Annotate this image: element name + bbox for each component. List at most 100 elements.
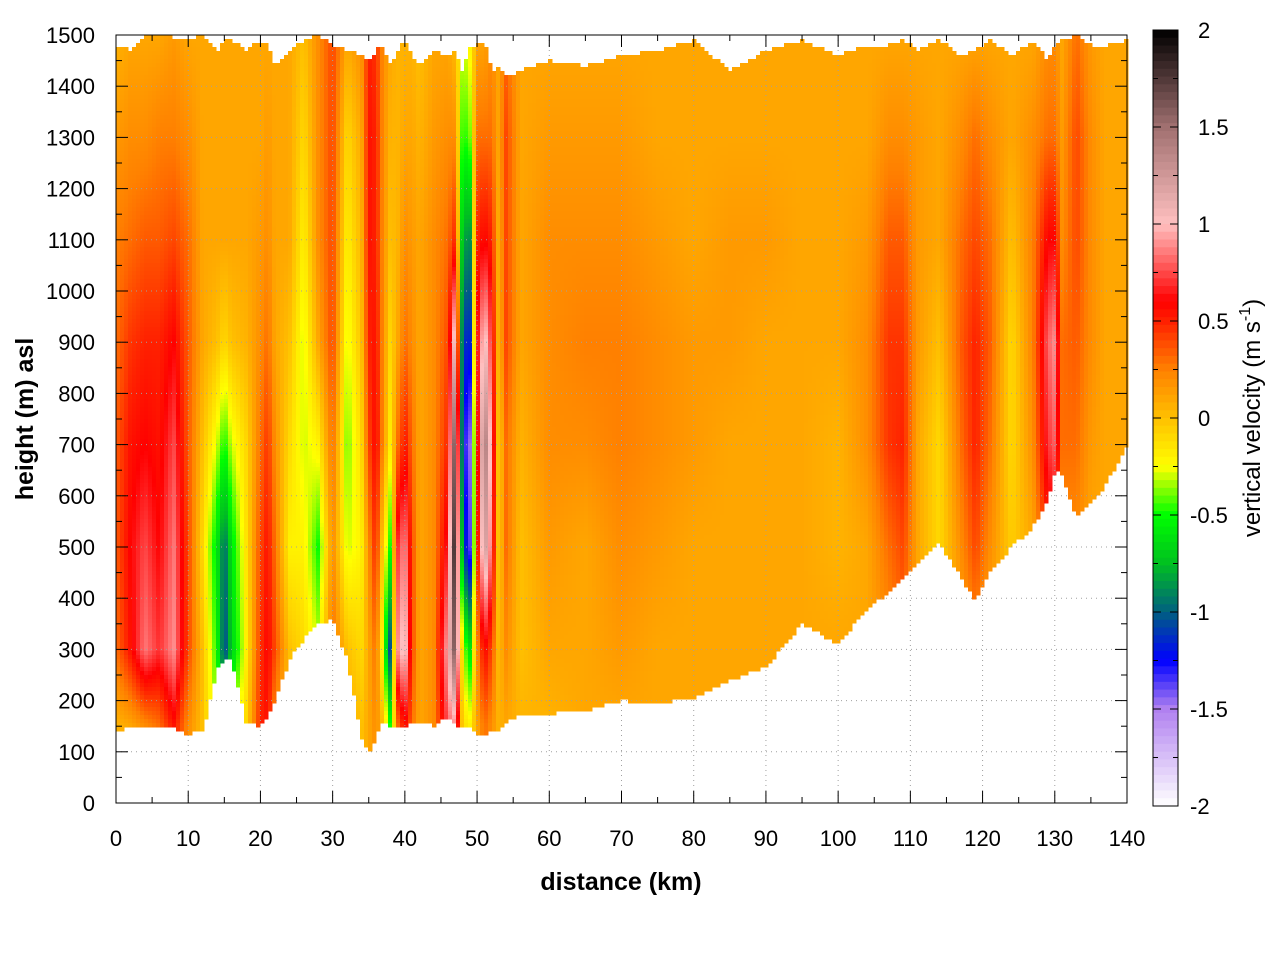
heatmap-cell <box>212 111 217 116</box>
heatmap-cell <box>164 411 169 416</box>
heatmap-cells <box>116 35 1129 752</box>
heatmap-cell <box>116 651 121 656</box>
heatmap-cell <box>220 95 225 100</box>
heatmap-cell <box>152 563 157 568</box>
heatmap-cell <box>232 395 237 400</box>
heatmap-cell <box>204 359 209 364</box>
heatmap-cell <box>168 147 173 152</box>
heatmap-cell <box>144 271 149 276</box>
heatmap-cell <box>180 647 185 652</box>
heatmap-cell <box>132 451 137 456</box>
heatmap-cell <box>128 715 133 720</box>
heatmap-cell <box>164 567 169 572</box>
heatmap-cell <box>228 259 233 264</box>
heatmap-cell <box>140 99 145 104</box>
heatmap-cell <box>136 515 141 520</box>
heatmap-cell <box>144 579 149 584</box>
heatmap-cell <box>124 71 129 76</box>
heatmap-cell <box>120 635 125 640</box>
heatmap-cell <box>128 675 133 680</box>
heatmap-cell <box>204 95 209 100</box>
heatmap-cell <box>128 227 133 232</box>
heatmap-cell <box>168 679 173 684</box>
heatmap-cell <box>200 635 205 640</box>
heatmap-cell <box>116 327 121 332</box>
heatmap-cell <box>136 423 141 428</box>
heatmap-cell <box>192 663 197 668</box>
heatmap-cell <box>156 575 161 580</box>
heatmap-cell <box>164 275 169 280</box>
heatmap-cell <box>128 179 133 184</box>
heatmap-cell <box>160 659 165 664</box>
heatmap-cell <box>180 699 185 704</box>
heatmap-cell <box>228 543 233 548</box>
heatmap-cell <box>224 523 229 528</box>
heatmap-cell <box>188 235 193 240</box>
heatmap-cell <box>160 399 165 404</box>
heatmap-cell <box>204 355 209 360</box>
heatmap-cell <box>188 607 193 612</box>
heatmap-cell <box>176 567 181 572</box>
heatmap-cell <box>140 347 145 352</box>
heatmap-cell <box>116 575 121 580</box>
heatmap-cell <box>140 391 145 396</box>
heatmap-cell <box>188 647 193 652</box>
heatmap-cell <box>216 391 221 396</box>
heatmap-cell <box>180 251 185 256</box>
heatmap-cell <box>144 399 149 404</box>
heatmap-cell <box>212 339 217 344</box>
heatmap-cell <box>228 235 233 240</box>
heatmap-cell <box>184 427 189 432</box>
heatmap-cell <box>172 567 177 572</box>
heatmap-cell <box>140 539 145 544</box>
heatmap-cell <box>216 455 221 460</box>
heatmap-cell <box>172 495 177 500</box>
heatmap-cell <box>220 367 225 372</box>
heatmap-cell <box>184 551 189 556</box>
heatmap-cell <box>228 131 233 136</box>
heatmap-cell <box>140 331 145 336</box>
heatmap-cell <box>184 651 189 656</box>
heatmap-cell <box>208 239 213 244</box>
heatmap-cell <box>152 267 157 272</box>
heatmap-cell <box>196 231 201 236</box>
heatmap-cell <box>192 503 197 508</box>
heatmap-cell <box>216 359 221 364</box>
heatmap-cell <box>172 115 177 120</box>
heatmap-cell <box>164 555 169 560</box>
heatmap-cell <box>200 167 205 172</box>
heatmap-cell <box>156 195 161 200</box>
heatmap-cell <box>184 67 189 72</box>
heatmap-cell <box>156 651 161 656</box>
heatmap-cell <box>188 687 193 692</box>
heatmap-cell <box>144 407 149 412</box>
heatmap-cell <box>200 107 205 112</box>
heatmap-cell <box>196 299 201 304</box>
heatmap-cell <box>228 123 233 128</box>
heatmap-cell <box>148 427 153 432</box>
heatmap-cell <box>148 47 153 52</box>
heatmap-cell <box>184 399 189 404</box>
heatmap-cell <box>128 131 133 136</box>
heatmap-cell <box>132 627 137 632</box>
heatmap-cell <box>168 67 173 72</box>
heatmap-cell <box>176 59 181 64</box>
heatmap-cell <box>140 403 145 408</box>
heatmap-cell <box>136 359 141 364</box>
heatmap-cell <box>136 355 141 360</box>
heatmap-cell <box>204 463 209 468</box>
heatmap-cell <box>144 671 149 676</box>
heatmap-cell <box>152 415 157 420</box>
heatmap-cell <box>176 199 181 204</box>
heatmap-cell <box>164 311 169 316</box>
heatmap-cell <box>116 431 121 436</box>
heatmap-cell <box>184 367 189 372</box>
heatmap-cell <box>228 319 233 324</box>
heatmap-cell <box>176 603 181 608</box>
heatmap-cell <box>184 215 189 220</box>
heatmap-cell <box>152 703 157 708</box>
heatmap-cell <box>172 167 177 172</box>
heatmap-cell <box>164 39 169 44</box>
heatmap-cell <box>184 99 189 104</box>
heatmap-cell <box>164 335 169 340</box>
